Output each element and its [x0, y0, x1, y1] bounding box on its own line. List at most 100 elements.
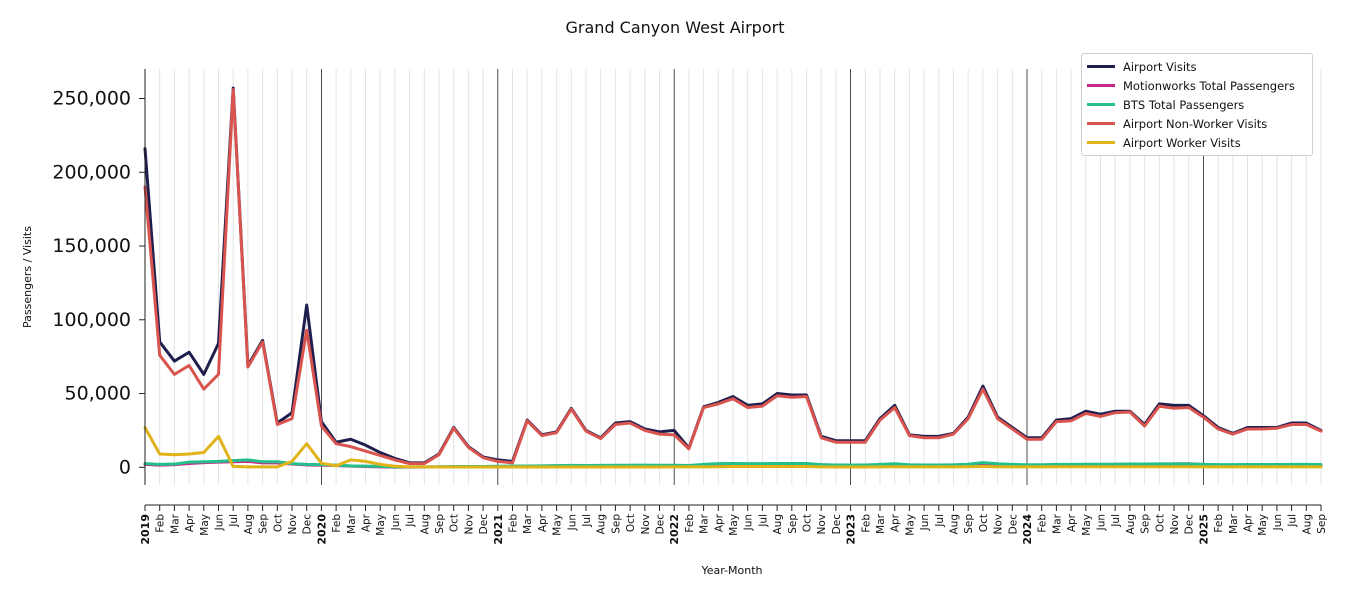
x-tick-label: Nov — [287, 514, 299, 535]
x-tick-label: Dec — [478, 514, 490, 535]
x-tick-label: 2019 — [139, 514, 152, 545]
x-tick-label: Mar — [875, 513, 887, 533]
x-tick-label: Jun — [1272, 514, 1284, 531]
x-tick-label: Dec — [1007, 514, 1019, 535]
x-tick-label: Aug — [772, 514, 784, 535]
x-tick-label: Nov — [993, 514, 1005, 535]
x-tick-label: Jul — [228, 514, 240, 528]
legend-label: Airport Worker Visits — [1123, 135, 1241, 150]
x-tick-label: Aug — [243, 514, 255, 535]
x-tick-label: Dec — [1184, 514, 1196, 535]
x-tick-label: Oct — [1154, 514, 1166, 532]
x-tick-label: May — [904, 514, 916, 536]
x-tick-label: Sep — [963, 514, 975, 534]
legend-item: Airport Non-Worker Visits — [1082, 114, 1312, 133]
legend-item: Airport Visits — [1082, 57, 1312, 76]
x-tick-label: Mar — [1051, 513, 1063, 533]
x-tick-label: Sep — [434, 514, 446, 534]
x-tick-label: 2020 — [315, 514, 328, 545]
legend-label: Airport Visits — [1123, 59, 1197, 74]
legend-swatch — [1087, 84, 1115, 87]
x-axis-label: Year-Month — [700, 564, 762, 577]
x-tick-label: Jun — [743, 514, 755, 531]
x-tick-label: May — [199, 514, 211, 536]
x-tick-label: Feb — [331, 514, 343, 533]
x-tick-label: May — [728, 514, 740, 536]
x-tick-label: Mar — [1228, 513, 1240, 533]
x-tick-label: Sep — [1316, 514, 1328, 534]
x-tick-label: Oct — [272, 514, 284, 532]
x-tick-label: Jul — [934, 514, 946, 528]
x-tick-label: Dec — [302, 514, 314, 535]
x-tick-label: 2022 — [668, 514, 681, 545]
legend-item: Motionworks Total Passengers — [1082, 76, 1312, 95]
series-lines — [143, 86, 1323, 469]
x-tick-label: Jul — [757, 514, 769, 528]
x-tick-label: Apr — [537, 513, 549, 532]
x-tick-label: Feb — [860, 514, 872, 533]
x-tick-label: Apr — [184, 513, 196, 532]
x-tick-label: May — [552, 514, 564, 536]
x-tick-label: 2021 — [492, 514, 505, 545]
x-tick-label: May — [375, 514, 387, 536]
x-tick-label: Mar — [699, 513, 711, 533]
x-tick-label: Oct — [449, 514, 461, 532]
x-tick-label: Aug — [419, 514, 431, 535]
x-tick-label: Jul — [405, 514, 417, 528]
x-tick-label: Apr — [713, 513, 725, 532]
y-tick-label: 100,000 — [52, 309, 131, 331]
x-tick-label: Feb — [684, 514, 696, 533]
x-tick-label: Jun — [919, 514, 931, 531]
legend-swatch — [1087, 141, 1115, 144]
x-tick-label: Dec — [655, 514, 667, 535]
y-tick-label: 250,000 — [52, 88, 131, 110]
x-tick-label: Sep — [610, 514, 622, 534]
x-tick-label: 2024 — [1021, 514, 1034, 545]
x-tick-label: May — [1081, 514, 1093, 536]
legend-item: Airport Worker Visits — [1082, 133, 1312, 152]
x-tick-label: Mar — [522, 513, 534, 533]
series-line-airport-worker-visits — [143, 425, 1323, 469]
x-tick-label: Aug — [596, 514, 608, 535]
y-tick-label: 50,000 — [65, 383, 131, 405]
x-tick-label: Apr — [890, 513, 902, 532]
x-tick-label: Sep — [258, 514, 270, 534]
legend-label: Motionworks Total Passengers — [1123, 78, 1295, 93]
y-tick-label: 0 — [119, 456, 131, 478]
x-tick-label: 2023 — [845, 514, 858, 545]
x-tick-label: Jun — [566, 514, 578, 531]
x-tick-label: Mar — [346, 513, 358, 533]
legend-item: BTS Total Passengers — [1082, 95, 1312, 114]
legend-swatch — [1087, 122, 1115, 125]
x-tick-label: Jul — [581, 514, 593, 528]
x-tick-label: Sep — [787, 514, 799, 534]
x-tick-label: Feb — [155, 514, 167, 533]
x-tick-label: Apr — [1243, 513, 1255, 532]
x-tick-label: Aug — [1301, 514, 1313, 535]
x-tick-label: Apr — [361, 513, 373, 532]
x-tick-label: 2025 — [1197, 514, 1210, 545]
x-tick-label: Jul — [1110, 514, 1122, 528]
x-tick-label: Nov — [816, 514, 828, 535]
x-tick-label: Jun — [1096, 514, 1108, 531]
chart-title: Grand Canyon West Airport — [565, 18, 785, 37]
x-tick-label: Nov — [463, 514, 475, 535]
x-tick-label: Feb — [1213, 514, 1225, 533]
y-tick-label: 150,000 — [52, 235, 131, 257]
x-tick-label: Jun — [214, 514, 226, 531]
x-tick-label: Feb — [508, 514, 520, 533]
x-tick-label: Jun — [390, 514, 402, 531]
x-tick-label: Aug — [1125, 514, 1137, 535]
legend-label: Airport Non-Worker Visits — [1123, 116, 1268, 131]
x-tick-label: Aug — [949, 514, 961, 535]
x-tick-label: Apr — [1066, 513, 1078, 532]
legend-label: BTS Total Passengers — [1123, 97, 1245, 112]
chart-legend: Airport Visits Motionworks Total Passenge… — [1081, 53, 1313, 156]
x-tick-label: Oct — [978, 514, 990, 532]
x-tick-label: Mar — [169, 513, 181, 533]
legend-swatch — [1087, 103, 1115, 106]
y-tick-label: 200,000 — [52, 161, 131, 183]
x-tick-label: Nov — [640, 514, 652, 535]
